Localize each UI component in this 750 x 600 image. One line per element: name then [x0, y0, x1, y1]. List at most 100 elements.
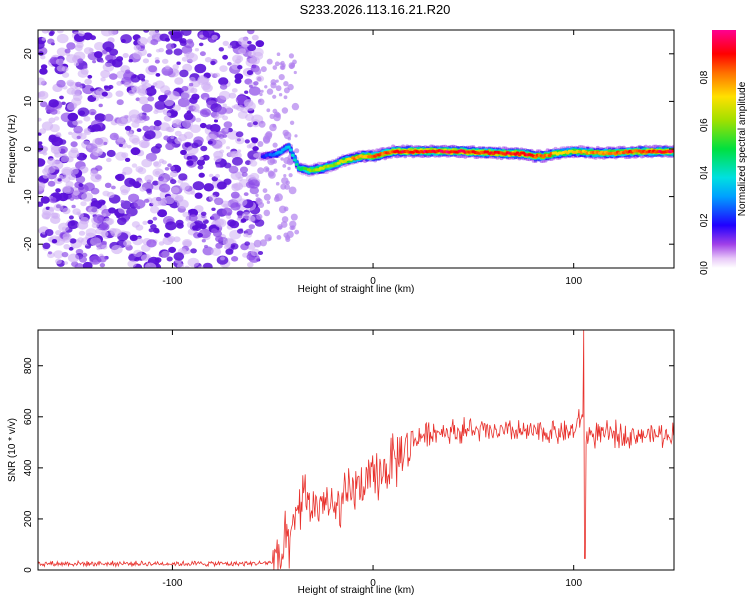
noise-blob: [236, 138, 241, 142]
noise-blob: [42, 242, 51, 249]
noise-blob: [161, 58, 169, 64]
noise-blob: [257, 167, 264, 175]
noise-blob: [180, 249, 187, 254]
noise-blob: [174, 77, 184, 85]
noise-blob: [173, 252, 185, 261]
noise-blob: [127, 260, 137, 268]
noise-blob: [117, 217, 127, 226]
noise-blob: [67, 220, 79, 230]
noise-blob: [141, 115, 147, 120]
noise-blob: [244, 90, 249, 94]
snr-panel: -100 0 100 0 200 400 600 800 Height of straigh…: [7, 329, 675, 596]
noise-blob: [159, 183, 171, 193]
noise-blob: [214, 119, 218, 123]
noise-blob: [154, 100, 167, 110]
noise-blob: [160, 250, 170, 258]
noise-blob: [99, 223, 110, 231]
noise-blob: [142, 125, 150, 132]
noise-blob: [181, 56, 188, 62]
noise-blob: [243, 99, 254, 107]
noise-blob: [110, 228, 122, 238]
noise-blob: [187, 208, 199, 217]
noise-blob: [72, 119, 80, 126]
noise-blob: [226, 214, 231, 219]
noise-blob: [224, 128, 229, 132]
noise-blob: [165, 126, 172, 132]
noise-blob: [137, 88, 148, 96]
noise-blob: [275, 181, 280, 186]
noise-blob: [144, 262, 157, 268]
ridge-cell: [290, 153, 295, 157]
noise-blob: [210, 60, 216, 66]
noise-blob: [146, 239, 157, 248]
snr-plot-area: [38, 330, 674, 570]
noise-blob: [139, 186, 146, 192]
noise-blob: [210, 247, 222, 256]
noise-blob: [164, 232, 171, 238]
noise-blob: [197, 233, 204, 238]
noise-blob: [247, 262, 254, 268]
noise-blob: [218, 47, 224, 52]
noise-blob: [191, 142, 199, 149]
noise-blob: [66, 87, 76, 95]
noise-blob: [238, 48, 247, 55]
noise-blob: [62, 72, 70, 78]
noise-blob: [61, 101, 66, 106]
noise-blob: [169, 170, 178, 178]
noise-blob: [167, 163, 172, 168]
noise-blob: [158, 176, 164, 182]
noise-blob: [259, 92, 263, 97]
noise-blob: [198, 42, 204, 47]
spectrogram-y-label: Frequency (Hz): [7, 115, 18, 184]
noise-blob: [152, 82, 158, 86]
noise-blob: [188, 82, 194, 87]
snr-x-label: Height of straight line (km): [298, 585, 415, 596]
noise-blob: [61, 251, 69, 258]
noise-blob: [272, 142, 278, 148]
noise-blob: [194, 48, 199, 52]
page-title: S233.2026.113.16.21.R20: [299, 2, 451, 17]
noise-blob: [39, 68, 48, 75]
noise-blob: [257, 251, 264, 255]
noise-blob: [171, 186, 180, 194]
noise-blob: [102, 213, 107, 217]
noise-blob: [77, 107, 90, 117]
noise-blob: [159, 33, 169, 42]
noise-blob: [201, 239, 206, 243]
noise-blob: [216, 181, 227, 190]
noise-blob: [70, 141, 78, 148]
y-tick-label: 400: [23, 459, 34, 476]
noise-blob: [200, 211, 207, 216]
noise-blob: [148, 125, 156, 131]
noise-blob: [56, 132, 62, 137]
noise-blob: [180, 149, 187, 156]
noise-blob: [172, 104, 181, 112]
noise-blob: [209, 123, 221, 133]
noise-blob: [48, 251, 52, 255]
noise-blob: [214, 197, 224, 206]
noise-blob: [91, 222, 99, 229]
noise-blob: [178, 173, 188, 181]
noise-blob: [228, 92, 237, 99]
noise-blob: [77, 220, 89, 230]
noise-blob: [237, 214, 243, 219]
noise-blob: [222, 134, 228, 138]
noise-blob: [231, 255, 239, 262]
noise-blob: [78, 120, 83, 124]
noise-blob: [258, 99, 262, 103]
noise-blob: [99, 263, 106, 268]
noise-blob: [280, 65, 285, 70]
noise-blob: [135, 166, 144, 173]
noise-blob: [253, 239, 262, 248]
y-tick-label: 0: [23, 146, 34, 152]
noise-blob: [250, 248, 261, 257]
noise-blob: [196, 159, 205, 166]
noise-blob: [122, 166, 133, 175]
noise-blob: [122, 53, 129, 58]
noise-blob: [178, 134, 188, 142]
noise-blob: [158, 253, 163, 257]
noise-blob: [148, 65, 158, 73]
noise-blob: [289, 64, 294, 70]
noise-blob: [249, 56, 260, 65]
noise-blob: [115, 90, 124, 97]
